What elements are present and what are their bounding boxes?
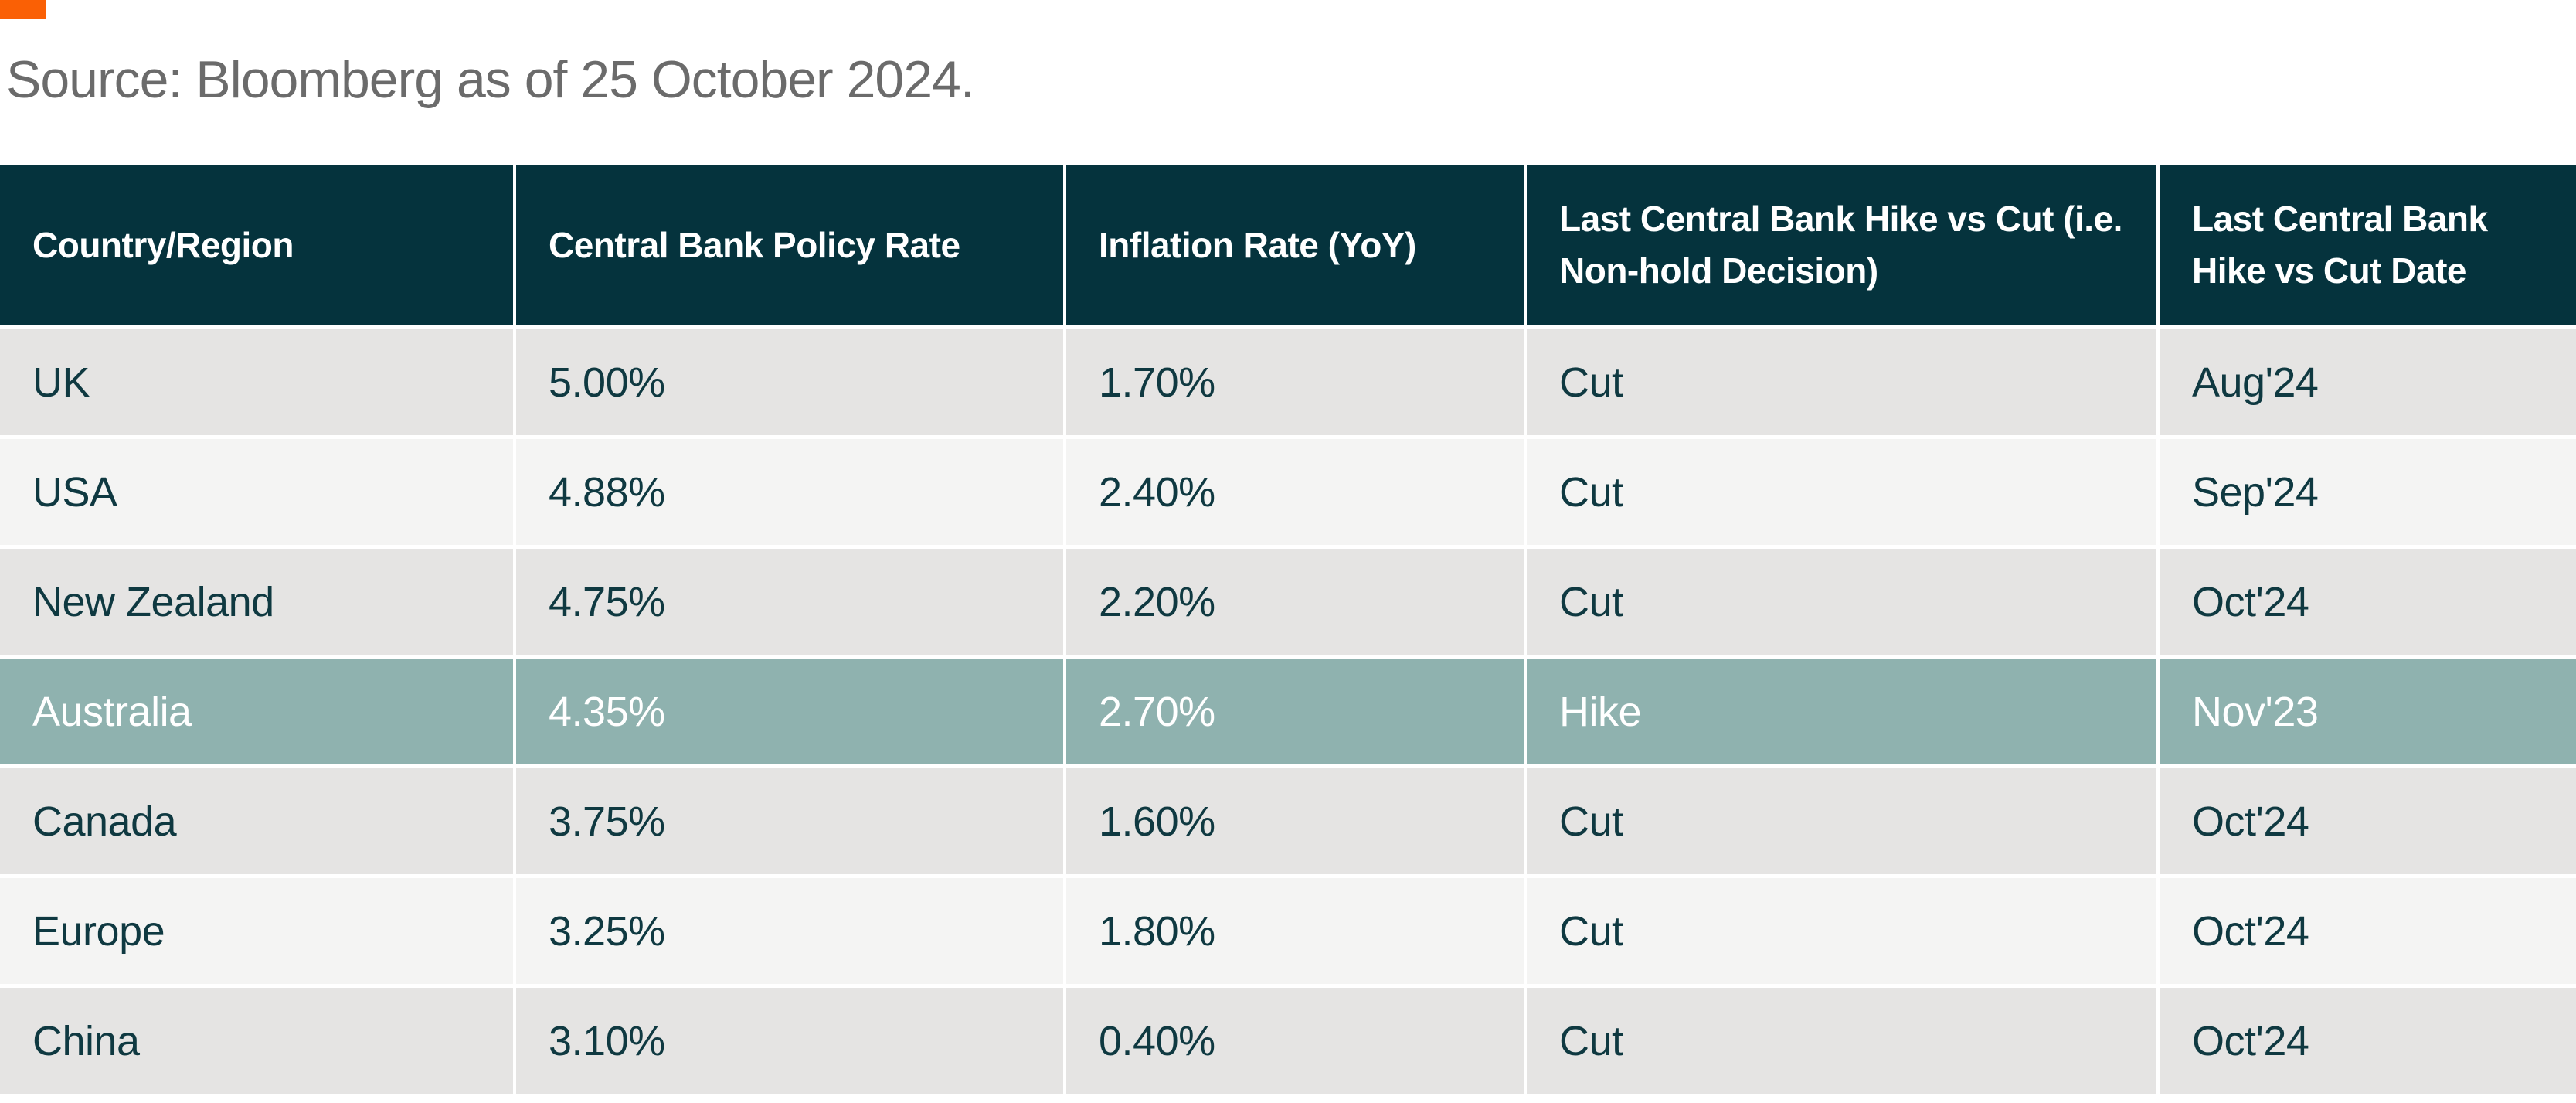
- cell-policy_rate: 3.25%: [516, 878, 1066, 988]
- table-row-canada: Canada 3.75% 1.60% Cut Oct'24: [0, 768, 2576, 878]
- table-row-new-zealand: New Zealand 4.75% 2.20% Cut Oct'24: [0, 549, 2576, 659]
- cell-inflation: 2.20%: [1066, 549, 1527, 659]
- cell-inflation: 2.70%: [1066, 659, 1527, 768]
- cell-decision: Hike: [1527, 659, 2160, 768]
- column-header-date: Last Central Bank Hike vs Cut Date: [2160, 165, 2576, 329]
- cell-policy_rate: 4.75%: [516, 549, 1066, 659]
- cell-country: UK: [0, 329, 516, 439]
- cell-date: Oct'24: [2160, 878, 2576, 988]
- column-header-inflation: Inflation Rate (YoY): [1066, 165, 1527, 329]
- table-row-europe: Europe 3.25% 1.80% Cut Oct'24: [0, 878, 2576, 988]
- cell-country: Australia: [0, 659, 516, 768]
- cell-date: Aug'24: [2160, 329, 2576, 439]
- cell-date: Nov'23: [2160, 659, 2576, 768]
- cell-date: Oct'24: [2160, 549, 2576, 659]
- cell-decision: Cut: [1527, 549, 2160, 659]
- cell-country: New Zealand: [0, 549, 516, 659]
- cell-policy_rate: 4.88%: [516, 439, 1066, 549]
- cell-country: Canada: [0, 768, 516, 878]
- cell-inflation: 1.70%: [1066, 329, 1527, 439]
- cell-country: Europe: [0, 878, 516, 988]
- cell-date: Oct'24: [2160, 988, 2576, 1098]
- cell-decision: Cut: [1527, 768, 2160, 878]
- cell-policy_rate: 3.10%: [516, 988, 1066, 1098]
- cell-decision: Cut: [1527, 329, 2160, 439]
- cell-country: USA: [0, 439, 516, 549]
- cell-country: China: [0, 988, 516, 1098]
- cell-date: Sep'24: [2160, 439, 2576, 549]
- column-header-decision: Last Central Bank Hike vs Cut (i.e. Non-…: [1527, 165, 2160, 329]
- header-row: Country/Region Central Bank Policy Rate In…: [0, 165, 2576, 329]
- table-row-uk: UK 5.00% 1.70% Cut Aug'24: [0, 329, 2576, 439]
- cell-inflation: 0.40%: [1066, 988, 1527, 1098]
- table-row-china: China 3.10% 0.40% Cut Oct'24: [0, 988, 2576, 1098]
- table-row-usa: USA 4.88% 2.40% Cut Sep'24: [0, 439, 2576, 549]
- table-body: UK 5.00% 1.70% Cut Aug'24 USA 4.88% 2.40% Cut Sep…: [0, 329, 2576, 1098]
- central-bank-rates-table: Country/Region Central Bank Policy Rate In…: [0, 165, 2576, 1098]
- cell-decision: Cut: [1527, 878, 2160, 988]
- cell-inflation: 1.80%: [1066, 878, 1527, 988]
- cell-inflation: 2.40%: [1066, 439, 1527, 549]
- accent-square: [0, 0, 46, 19]
- table-row-australia: Australia 4.35% 2.70% Hike Nov'23: [0, 659, 2576, 768]
- table-header: Country/Region Central Bank Policy Rate In…: [0, 165, 2576, 329]
- cell-date: Oct'24: [2160, 768, 2576, 878]
- column-header-policy_rate: Central Bank Policy Rate: [516, 165, 1066, 329]
- cell-policy_rate: 5.00%: [516, 329, 1066, 439]
- source-note: Source: Bloomberg as of 25 October 2024.: [6, 50, 975, 109]
- column-header-country: Country/Region: [0, 165, 516, 329]
- cell-inflation: 1.60%: [1066, 768, 1527, 878]
- cell-decision: Cut: [1527, 439, 2160, 549]
- cell-decision: Cut: [1527, 988, 2160, 1098]
- cell-policy_rate: 4.35%: [516, 659, 1066, 768]
- cell-policy_rate: 3.75%: [516, 768, 1066, 878]
